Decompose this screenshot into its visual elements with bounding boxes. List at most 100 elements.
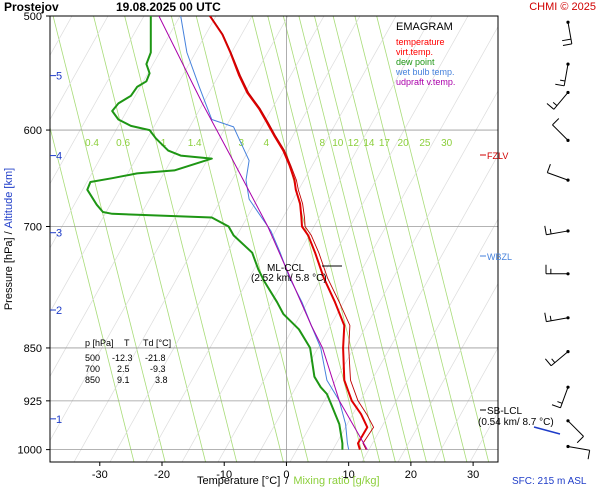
mixing-ratio-label: 20 [398,138,410,149]
alt-tick-label: 3 [56,228,62,240]
wind-barb-feather [562,43,572,46]
station-name: Prostejov [4,0,59,14]
adiabat-line [50,16,109,121]
wind-barb [544,225,570,236]
wind-barb [562,20,573,46]
mixing-ratio-line [332,16,446,462]
wind-barb-dot [566,62,570,66]
altitude-axis: 1 2 3 4 5 [50,71,62,426]
adiabat-line [50,16,253,378]
wind-barb-dot [566,385,570,389]
wind-barb-dot [566,178,570,182]
table-header-p: p [hPa] [85,338,114,348]
mixing-ratio-labels: 0.4 0.6 1 1.4 3 4 8 10 12 14 17 20 25 30 [85,138,453,149]
mixing-ratio-line [124,16,238,462]
wind-barb-dot [566,316,570,320]
series-dew-point [86,16,344,450]
mixing-ratio-line [267,16,381,462]
mixing-ratio-label: 12 [348,138,360,149]
mixing-ratio-label: 14 [363,138,375,149]
table-cell: 9.1 [117,375,130,385]
wind-barb [546,163,570,182]
adiabat-line [73,16,325,462]
table-cell: -9.3 [150,364,166,374]
wind-barb-feather [544,225,547,235]
legend-virt-temp: virt.temp. [396,47,433,57]
ml-ccl-detail: (2.52 km/ 5.8 °C) [251,273,327,284]
wind-barb [544,350,570,367]
wind-barb-feather [546,163,551,173]
mixing-ratio-line [170,16,284,462]
wind-barb-dot [566,350,570,354]
wind-barb-staff [567,420,584,437]
adiabat-line [469,411,498,462]
wind-barb-dot [566,419,570,423]
adiabat-line [50,16,145,185]
mixing-ratio-lines [50,16,490,462]
wind-barb-staff [550,351,569,367]
wind-barb-staff [546,317,569,323]
wind-barb-dot [566,272,570,276]
adiabat-line [50,16,217,313]
wind-barb-feather [587,450,591,460]
mixing-axis-label: Mixing ratio [g/kg] [293,475,379,487]
legend-dew-point: dew point [396,57,435,67]
copyright: CHMI © 2025 [529,1,596,13]
mixing-ratio-label: 4 [263,138,269,149]
mixing-ratio-label: 1.4 [188,138,202,149]
table-cell: 500 [85,353,100,363]
legend: EMAGRAM temperature virt.temp. dew point… [395,21,455,87]
y-tick-label: 500 [24,11,42,23]
wind-barbs [544,20,591,460]
alt-tick-label: 1 [56,414,62,426]
wind-barb-staff [546,230,569,236]
legend-wet-bulb: wet bulb temp. [395,67,455,77]
wind-barb-staff [560,386,569,409]
wind-barb-staff [567,22,573,44]
wind-barb-feather [562,38,572,42]
profile-series [86,16,375,450]
x-tick-label: 30 [467,469,479,481]
mixing-ratio-label: 10 [332,138,344,149]
wind-barb-feather [576,436,584,444]
wind-barb-dot [566,229,570,233]
mixing-ratio-label: 1 [161,138,167,149]
table-cell: 700 [85,364,100,374]
wind-barb [544,312,570,323]
wind-barb-staff [553,92,569,110]
adiabat-line [253,25,498,462]
surface-elevation: SFC: 215 m ASL [512,476,587,487]
series-udpraft-v-temp [158,16,368,450]
surface-wind-line [533,426,561,435]
sb-lcl-label: SB-LCL [487,406,522,417]
wbzl-label: WBZL [487,252,512,262]
mixing-ratio-label: 8 [319,138,325,149]
table-cell: -12.3 [112,353,133,363]
alt-tick-label: 2 [56,305,62,317]
svg-text:Pressure [hPa]/Altitude [km]: Pressure [hPa]/Altitude [km] [3,168,15,310]
y-tick-label: 850 [24,343,42,355]
x-tick-label: -10 [216,469,232,481]
mixing-ratio-label: 0.4 [85,138,99,149]
adiabat-line [506,16,600,462]
wind-barb-feather [549,228,552,235]
pressure-axis: 500 600 700 850 925 1000 [18,11,50,457]
adiabat-line [325,154,498,462]
series-virt-temp [210,16,375,450]
mixing-ratio-line [195,16,309,462]
x-tick-label: 20 [405,469,417,481]
wind-barb-feather [552,118,560,126]
wind-barb-dot [566,20,570,24]
wind-barb-feather [551,404,561,409]
mixing-ratio-line [314,16,427,462]
y-axis-title: Pressure [hPa]/Altitude [km] [3,168,15,310]
table-cell: -21.8 [145,353,166,363]
wind-barb-feather [551,358,556,363]
wind-barb-feather [557,401,563,404]
adiabat-line [145,16,397,462]
wbzl-marker: WBZL [480,252,512,262]
fzlv-marker: FZLV [480,151,508,161]
wind-barb-dot [566,444,570,449]
table-cell: 3.8 [155,375,168,385]
